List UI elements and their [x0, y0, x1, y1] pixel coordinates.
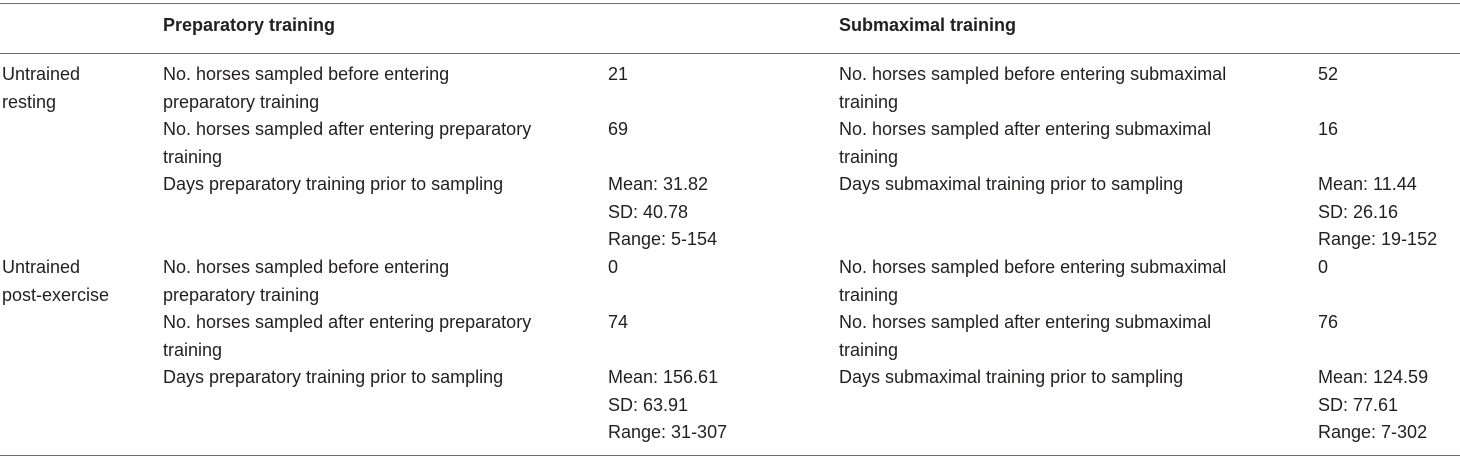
sub-label-cell: Days submaximal training prior to sampli…: [839, 174, 1184, 194]
prep-label-cell: No. horses sampled before entering prepa…: [163, 257, 450, 305]
sub-label-cell: No. horses sampled before entering subma…: [839, 257, 1227, 305]
table-top-rule: [0, 3, 1460, 4]
sub-value-cell: 0: [1318, 257, 1329, 277]
prep-value-cell: 0: [608, 257, 619, 277]
prep-label-cell: No. horses sampled after entering prepar…: [163, 312, 532, 360]
header-preparatory-training: Preparatory training: [163, 15, 336, 35]
sub-label-cell: Days submaximal training prior to sampli…: [839, 367, 1184, 387]
header-submaximal-training: Submaximal training: [839, 15, 1017, 35]
sub-value-cell: 52: [1318, 64, 1339, 84]
sub-value-cell: 76: [1318, 312, 1339, 332]
prep-label-cell: No. horses sampled after entering prepar…: [163, 119, 532, 167]
prep-value-cell: 69: [608, 119, 629, 139]
prep-value-cell: 74: [608, 312, 629, 332]
header-rule: [0, 53, 1460, 54]
prep-label-cell: Days preparatory training prior to sampl…: [163, 174, 504, 194]
prep-value-cell: Mean: 156.61 SD: 63.91 Range: 31-307: [608, 367, 728, 442]
sub-value-cell: 16: [1318, 119, 1339, 139]
prep-value-cell: 21: [608, 64, 629, 84]
sub-value-cell: Mean: 124.59 SD: 77.61 Range: 7-302: [1318, 367, 1429, 442]
sub-label-cell: No. horses sampled before entering subma…: [839, 64, 1227, 112]
prep-label-cell: Days preparatory training prior to sampl…: [163, 367, 504, 387]
group-label-untrained-post-exercise: Untrained post-exercise: [2, 257, 110, 305]
prep-value-cell: Mean: 31.82 SD: 40.78 Range: 5-154: [608, 174, 718, 249]
prep-label-cell: No. horses sampled before entering prepa…: [163, 64, 450, 112]
sub-label-cell: No. horses sampled after entering submax…: [839, 312, 1212, 360]
group-label-untrained-resting: Untrained resting: [2, 64, 81, 112]
sub-value-cell: Mean: 11.44 SD: 26.16 Range: 19-152: [1318, 174, 1438, 249]
sub-label-cell: No. horses sampled after entering submax…: [839, 119, 1212, 167]
table-bottom-rule: [0, 455, 1460, 456]
